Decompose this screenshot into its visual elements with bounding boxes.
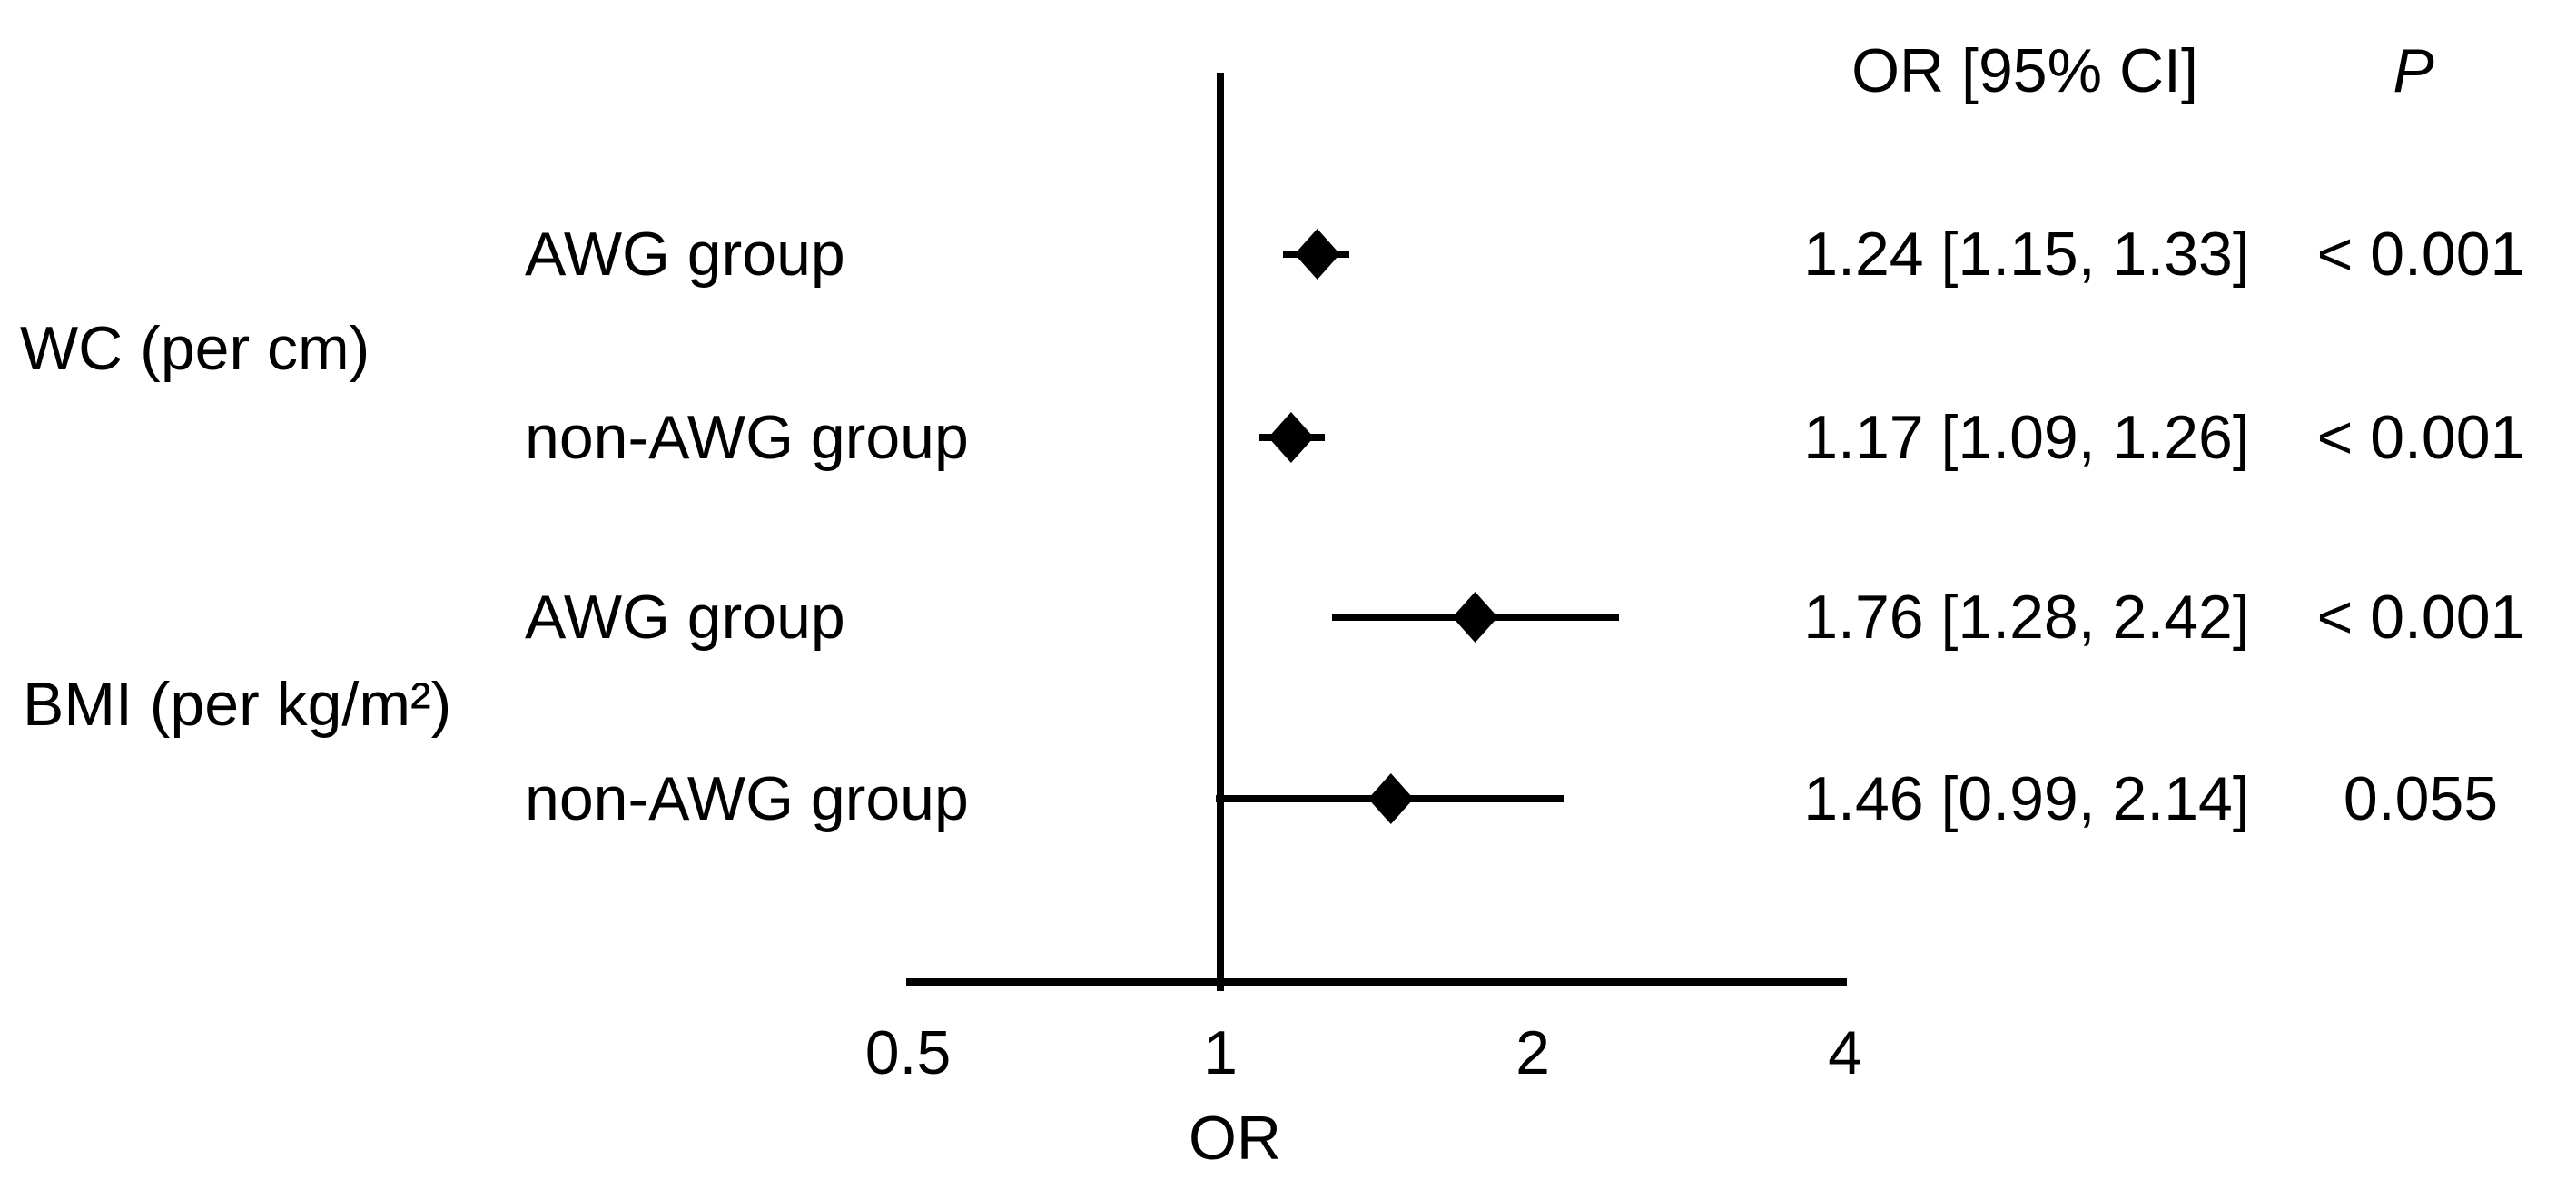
row-label: AWG group <box>525 583 845 652</box>
or-ci-column-header: OR [95% CI] <box>1851 36 2198 105</box>
or-diamond <box>1367 773 1414 824</box>
p-value: 0.055 <box>2343 764 2499 833</box>
x-tick-label: 0.5 <box>864 1018 952 1087</box>
or-diamond <box>1452 592 1498 643</box>
x-tick-label: 1 <box>1203 1018 1238 1087</box>
or-ci-value: 1.24 [1.15, 1.33] <box>1803 220 2250 289</box>
row-label: non-AWG group <box>525 403 969 472</box>
x-tick-label: 2 <box>1515 1018 1550 1087</box>
row-label: non-AWG group <box>525 764 969 833</box>
p-value: < 0.001 <box>2316 583 2525 652</box>
group-label-wc: WC (per cm) <box>20 314 370 383</box>
p-value: < 0.001 <box>2316 403 2525 472</box>
p-column-header: P <box>2393 36 2434 105</box>
or-diamond <box>1294 229 1340 280</box>
or-ci-value: 1.46 [0.99, 2.14] <box>1803 764 2250 833</box>
or-diamond <box>1268 412 1314 463</box>
or-ci-value: 1.76 [1.28, 2.42] <box>1803 583 2250 652</box>
or-ci-value: 1.17 [1.09, 1.26] <box>1803 403 2250 472</box>
p-value: < 0.001 <box>2316 220 2525 289</box>
group-label-bmi: BMI (per kg/m²) <box>23 670 452 739</box>
reference-line-or-1 <box>1217 73 1224 991</box>
row-label: AWG group <box>525 220 845 289</box>
x-axis-title: OR <box>1189 1104 1281 1173</box>
x-tick-label: 4 <box>1828 1018 1862 1087</box>
x-axis-line <box>906 978 1847 986</box>
